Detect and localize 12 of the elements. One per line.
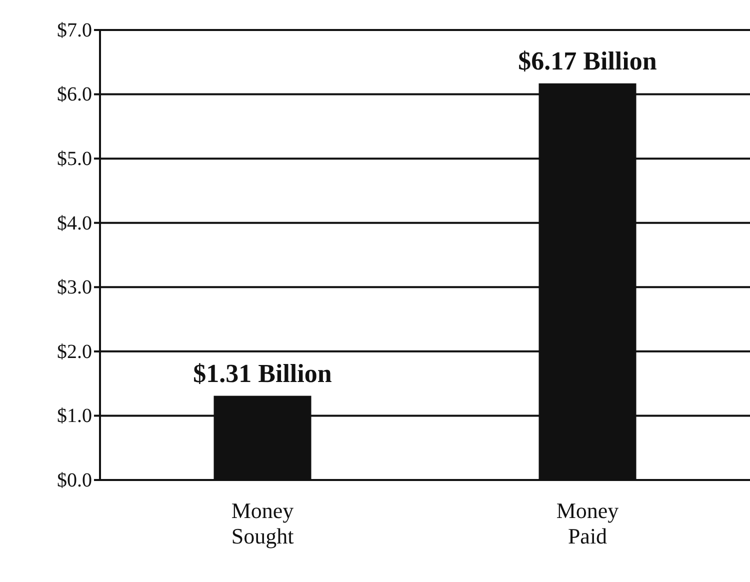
y-tick-label: $0.0 bbox=[57, 469, 92, 492]
y-tick-label: $2.0 bbox=[57, 340, 92, 363]
x-tick-label: Money Sought bbox=[231, 498, 294, 548]
y-tick-label: $4.0 bbox=[57, 212, 92, 234]
y-tick-label: $7.0 bbox=[57, 19, 92, 42]
y-tick-label: $5.0 bbox=[57, 148, 92, 170]
x-tick-label: Money Paid bbox=[556, 498, 619, 548]
y-tick-label: $3.0 bbox=[57, 276, 92, 299]
data-label: $6.17 Billion bbox=[518, 46, 658, 76]
data-label: $1.31 Billion bbox=[193, 358, 332, 388]
y-tick-label: $1.0 bbox=[57, 405, 92, 428]
y-tick-label: $6.0 bbox=[57, 84, 92, 106]
